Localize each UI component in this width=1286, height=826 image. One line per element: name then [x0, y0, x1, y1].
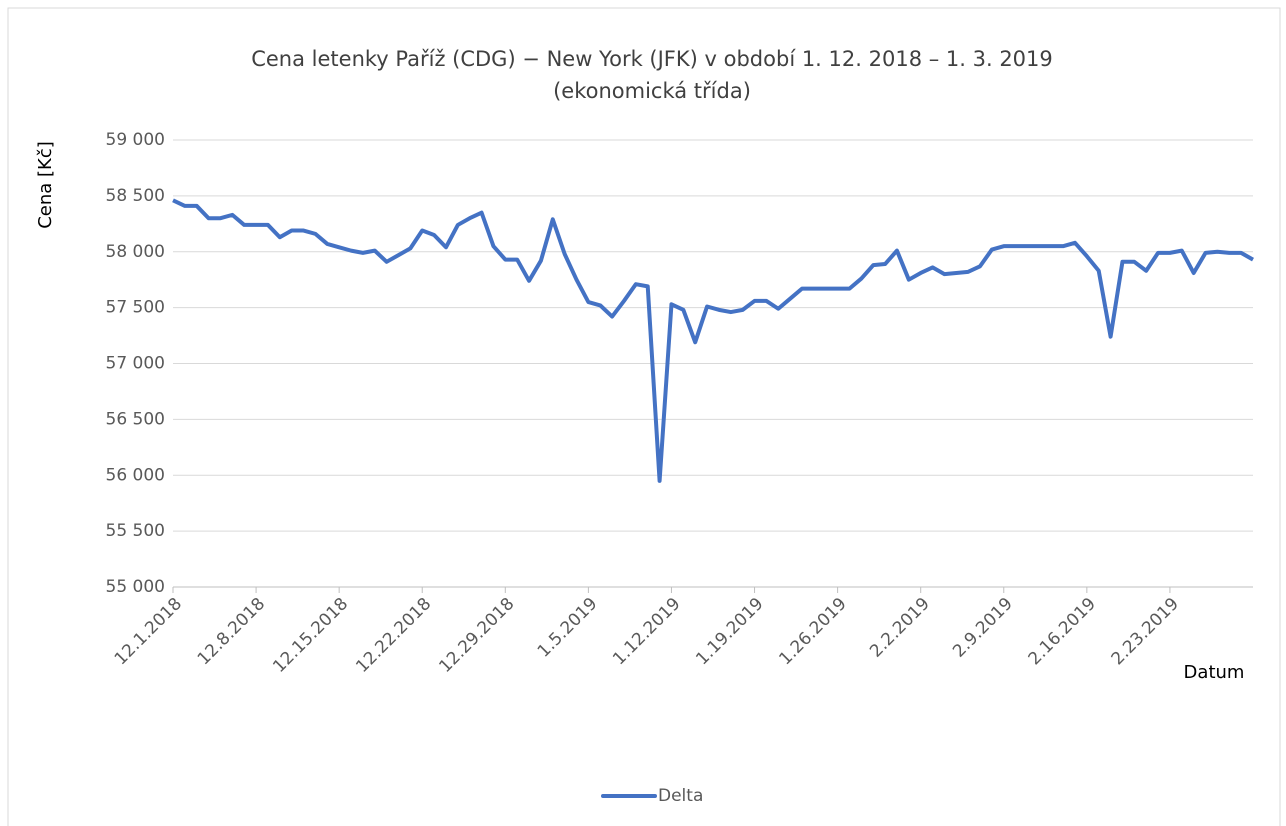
y-tick-label: 56 500	[106, 409, 165, 429]
y-tick-label: 57 500	[106, 298, 165, 318]
y-axis-label: Cena [Kč]	[35, 141, 56, 229]
y-tick-label: 55 500	[106, 521, 165, 541]
x-axis-label: Datum	[1184, 662, 1245, 683]
chart-border	[7, 7, 1281, 826]
y-tick-label: 59 000	[106, 130, 165, 150]
y-tick-label: 58 000	[106, 242, 165, 262]
chart-title: Cena letenky Paříž (CDG) − New York (JFK…	[251, 47, 1053, 71]
y-tick-label: 57 000	[106, 354, 165, 374]
y-tick-label: 56 000	[106, 465, 165, 485]
chart-title: (ekonomická třída)	[553, 79, 751, 103]
data-line	[172, 198, 1254, 483]
y-tick-label: 58 500	[106, 186, 165, 206]
y-tick-label: 55 000	[106, 577, 165, 597]
legend-label: Delta	[658, 786, 703, 806]
